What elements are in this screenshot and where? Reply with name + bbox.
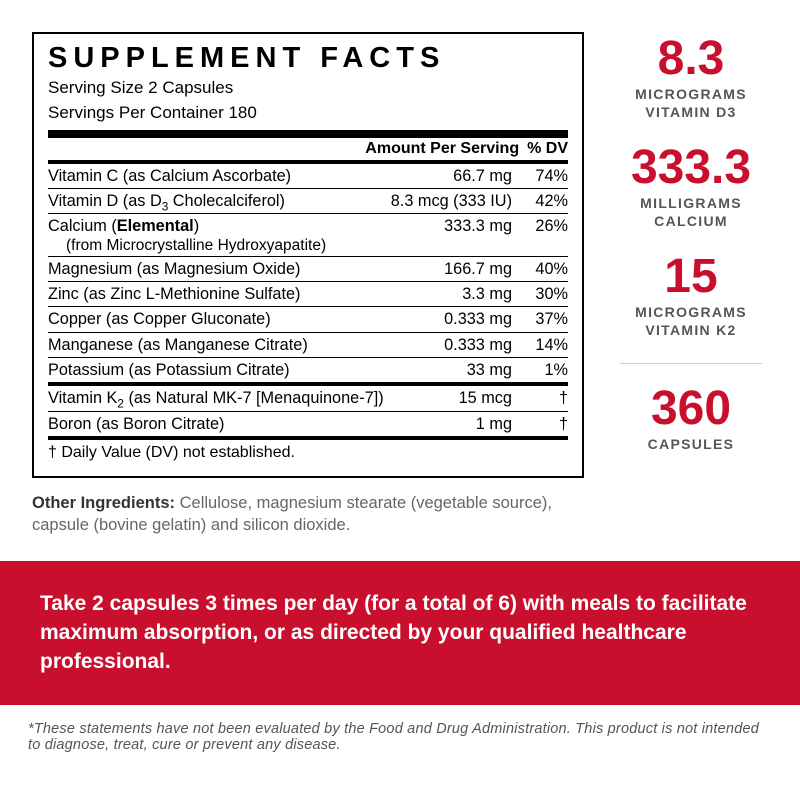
directions-bar: Take 2 capsules 3 times per day (for a t… <box>0 561 800 705</box>
nutrient-dv: 42% <box>520 191 568 211</box>
header-dv: % DV <box>527 140 568 158</box>
callout-separator <box>620 363 762 364</box>
nutrient-amount: 33 mg <box>390 360 520 380</box>
nutrient-dv: 37% <box>520 309 568 329</box>
nutrient-row: Vitamin D (as D3 Cholecalciferol)8.3 mcg… <box>48 189 568 213</box>
nutrient-amount: 66.7 mg <box>390 166 520 186</box>
callout-label: MICROGRAMSVITAMIN D3 <box>606 85 776 121</box>
nutrient-name: Potassium (as Potassium Citrate) <box>48 360 390 380</box>
nutrient-row: Vitamin C (as Calcium Ascorbate)66.7 mg7… <box>48 164 568 188</box>
supplement-facts-panel: SUPPLEMENT FACTS Serving Size 2 Capsules… <box>32 32 584 478</box>
nutrient-subtext: (from Microcrystalline Hydroxyapatite) <box>48 237 568 254</box>
panel-title: SUPPLEMENT FACTS <box>48 44 568 73</box>
nutrient-dv: 1% <box>520 360 568 380</box>
nutrient-dv: 74% <box>520 166 568 186</box>
nutrient-amount: 0.333 mg <box>390 309 520 329</box>
nutrient-dv: † <box>520 388 568 408</box>
nutrient-name: Calcium (Elemental) <box>48 216 390 236</box>
callout-value: 8.3 <box>606 36 776 82</box>
nutrient-dv: 30% <box>520 284 568 304</box>
table-header: Amount Per Serving % DV <box>48 138 568 160</box>
nutrient-row: Calcium (Elemental)333.3 mg26% <box>48 214 568 238</box>
nutrient-name: Manganese (as Manganese Citrate) <box>48 335 390 355</box>
callout-value: 15 <box>606 254 776 300</box>
nutrient-amount: 8.3 mcg (333 IU) <box>390 191 520 211</box>
nutrient-amount: 1 mg <box>390 414 520 434</box>
serving-size: Serving Size 2 Capsules <box>48 77 568 98</box>
nutrient-name: Boron (as Boron Citrate) <box>48 414 390 434</box>
nutrient-name: Vitamin K2 (as Natural MK-7 [Menaquinone… <box>48 388 390 408</box>
nutrient-rows-secondary: Vitamin K2 (as Natural MK-7 [Menaquinone… <box>48 386 568 436</box>
nutrient-name: Copper (as Copper Gluconate) <box>48 309 390 329</box>
nutrient-name: Vitamin C (as Calcium Ascorbate) <box>48 166 390 186</box>
nutrient-amount: 15 mcg <box>390 388 520 408</box>
callout: 333.3MILLIGRAMSCALCIUM <box>606 145 776 230</box>
nutrient-rows-primary: Vitamin C (as Calcium Ascorbate)66.7 mg7… <box>48 164 568 383</box>
callout-value: 333.3 <box>606 145 776 191</box>
nutrient-dv: † <box>520 414 568 434</box>
nutrient-amount: 3.3 mg <box>390 284 520 304</box>
callout: 15MICROGRAMSVITAMIN K2 <box>606 254 776 339</box>
nutrient-amount: 0.333 mg <box>390 335 520 355</box>
nutrient-dv: 26% <box>520 216 568 236</box>
other-ingredients: Other Ingredients: Cellulose, magnesium … <box>32 492 584 537</box>
nutrient-name: Vitamin D (as D3 Cholecalciferol) <box>48 191 390 211</box>
callouts-column: 8.3MICROGRAMSVITAMIN D3 333.3MILLIGRAMSCA… <box>606 32 776 537</box>
nutrient-row: Boron (as Boron Citrate)1 mg† <box>48 412 568 436</box>
nutrient-row: Magnesium (as Magnesium Oxide)166.7 mg40… <box>48 257 568 281</box>
nutrient-name: Magnesium (as Magnesium Oxide) <box>48 259 390 279</box>
fda-disclaimer: *These statements have not been evaluate… <box>0 705 800 753</box>
servings-per-container: Servings Per Container 180 <box>48 102 568 123</box>
callout-value: 360 <box>606 386 776 432</box>
nutrient-dv: 40% <box>520 259 568 279</box>
callout-label: MILLIGRAMSCALCIUM <box>606 194 776 230</box>
other-ingredients-label: Other Ingredients: <box>32 494 175 512</box>
callout-label: CAPSULES <box>606 435 776 453</box>
nutrient-amount: 333.3 mg <box>390 216 520 236</box>
nutrient-row: Copper (as Copper Gluconate)0.333 mg37% <box>48 307 568 331</box>
nutrient-name: Zinc (as Zinc L-Methionine Sulfate) <box>48 284 390 304</box>
nutrient-row: Vitamin K2 (as Natural MK-7 [Menaquinone… <box>48 386 568 410</box>
nutrient-row: Manganese (as Manganese Citrate)0.333 mg… <box>48 333 568 357</box>
nutrient-amount: 166.7 mg <box>390 259 520 279</box>
nutrient-dv: 14% <box>520 335 568 355</box>
header-amount: Amount Per Serving <box>365 140 527 158</box>
nutrient-row: Zinc (as Zinc L-Methionine Sulfate)3.3 m… <box>48 282 568 306</box>
callout: 8.3MICROGRAMSVITAMIN D3 <box>606 36 776 121</box>
dv-footnote: † Daily Value (DV) not established. <box>48 440 568 466</box>
nutrient-row: Potassium (as Potassium Citrate)33 mg1% <box>48 358 568 382</box>
callout-label: MICROGRAMSVITAMIN K2 <box>606 303 776 339</box>
callout: 360 CAPSULES <box>606 386 776 453</box>
